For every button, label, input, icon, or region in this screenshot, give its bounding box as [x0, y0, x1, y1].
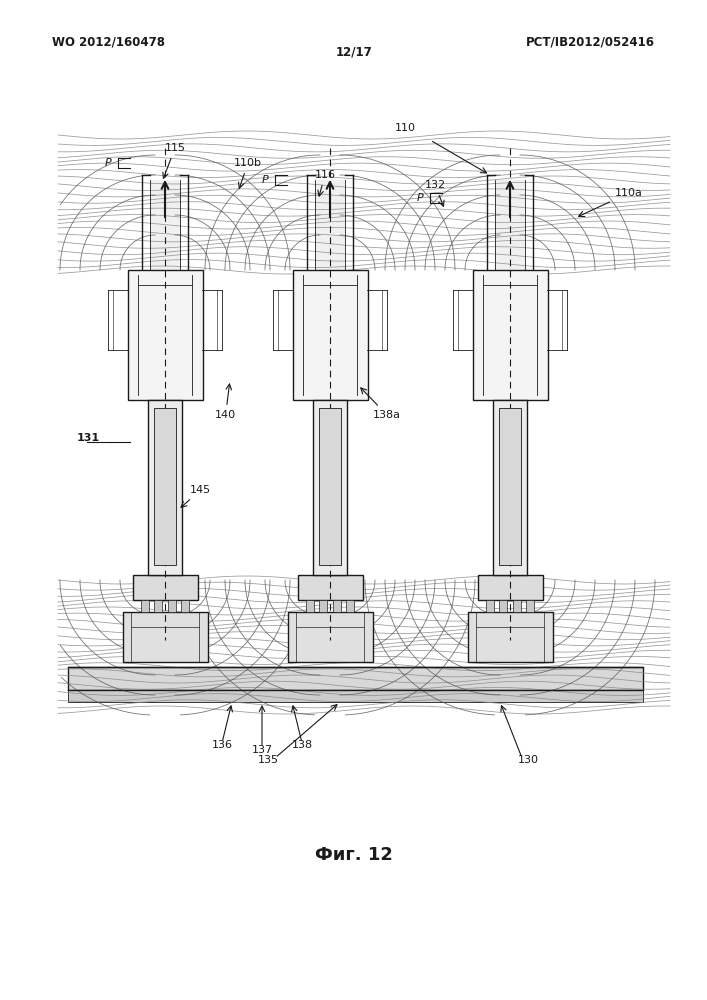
Bar [293, 270, 368, 400]
Text: 12/17: 12/17 [336, 45, 373, 58]
Text: 137: 137 [252, 745, 273, 755]
Bar [468, 612, 553, 662]
Text: 145: 145 [181, 485, 211, 507]
Bar [493, 400, 527, 575]
Text: 136: 136 [211, 740, 233, 750]
Bar [333, 600, 341, 612]
Bar [154, 408, 176, 565]
Bar [499, 600, 507, 612]
Text: 115: 115 [163, 143, 185, 178]
Bar [499, 408, 521, 565]
Text: 132: 132 [424, 180, 445, 206]
Bar [478, 575, 543, 600]
Bar [346, 600, 354, 612]
Text: WO 2012/160478: WO 2012/160478 [52, 35, 165, 48]
Text: PCT/IB2012/052416: PCT/IB2012/052416 [526, 35, 655, 48]
Bar [68, 667, 643, 690]
Text: 140: 140 [215, 384, 236, 420]
Text: 138: 138 [291, 740, 312, 750]
Text: 110b: 110b [234, 158, 262, 188]
Bar [288, 612, 373, 662]
Bar [141, 600, 149, 612]
Bar [495, 180, 525, 270]
Bar [306, 600, 314, 612]
Text: 116: 116 [315, 170, 336, 196]
Bar [473, 270, 548, 400]
Bar [68, 690, 643, 702]
Text: P: P [262, 175, 269, 185]
Text: P: P [105, 158, 112, 168]
Text: 130: 130 [518, 755, 539, 765]
Text: 138a: 138a [361, 388, 401, 420]
Bar [319, 408, 341, 565]
Bar [181, 600, 189, 612]
Bar [313, 400, 347, 575]
Text: Фиг. 12: Фиг. 12 [315, 846, 393, 864]
Bar [123, 612, 208, 662]
Bar [513, 600, 521, 612]
Bar [154, 600, 162, 612]
Bar [128, 270, 203, 400]
Text: 135: 135 [257, 755, 279, 765]
Bar [168, 600, 176, 612]
Bar [298, 575, 363, 600]
Bar [150, 180, 180, 270]
Text: 110: 110 [395, 123, 416, 133]
Bar [315, 180, 345, 270]
Bar [526, 600, 534, 612]
Text: 110a: 110a [578, 188, 643, 216]
Text: P: P [416, 193, 423, 203]
Text: 131: 131 [77, 433, 100, 443]
Bar [133, 575, 198, 600]
Bar [486, 600, 494, 612]
Bar [319, 600, 327, 612]
Bar [148, 400, 182, 575]
